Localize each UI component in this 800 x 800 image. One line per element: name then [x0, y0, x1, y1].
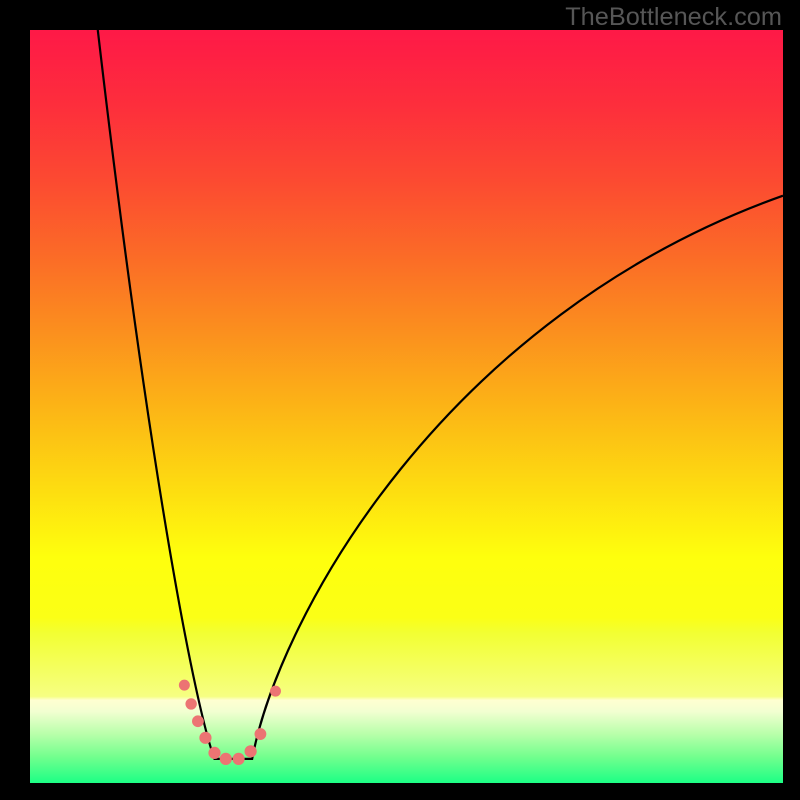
chart-frame: TheBottleneck.com	[0, 0, 800, 800]
plot-area	[30, 30, 783, 783]
watermark-text: TheBottleneck.com	[565, 3, 782, 32]
